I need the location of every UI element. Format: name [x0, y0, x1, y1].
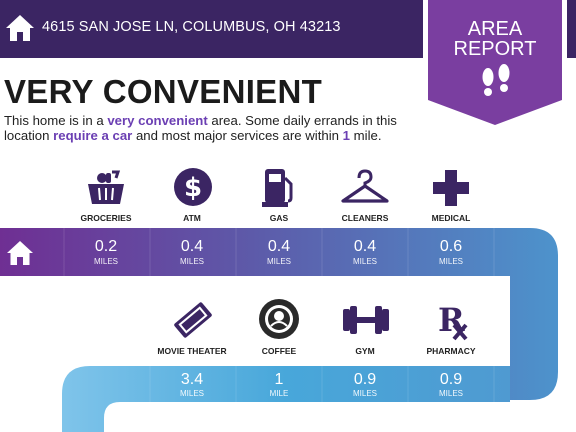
category-label-coffee: COFFEE — [261, 346, 297, 356]
convenience-headline: VERY CONVENIENT — [4, 73, 323, 110]
footprints-icon — [482, 64, 510, 96]
category-label-atm: ATM — [183, 213, 201, 223]
category-label-pharmacy: PHARMACY — [426, 346, 476, 356]
coffee-logo-icon — [259, 299, 299, 339]
distance-value-coffee: 1 — [274, 371, 284, 388]
rx-icon: R — [438, 301, 468, 341]
distance-unit-cleaners: MILES — [352, 257, 377, 266]
distance-value-medical: 0.6 — [439, 238, 463, 255]
distance-unit-gym: MILES — [352, 389, 377, 398]
distance-value-gym: 0.9 — [353, 371, 377, 388]
distance-value-atm: 0.4 — [180, 238, 204, 255]
category-label-cleaners: CLEANERS — [341, 213, 389, 223]
category-label-medical: MEDICAL — [431, 213, 471, 223]
category-label-movie-theater: MOVIE THEATER — [157, 346, 227, 356]
hanger-icon — [341, 169, 389, 203]
distance-unit-groceries: MILES — [93, 257, 118, 266]
distance-value-movie-theater: 3.4 — [180, 371, 204, 388]
svg-text:$: $ — [184, 173, 202, 203]
distance-unit-movie-theater: MILES — [179, 389, 204, 398]
area-report-badge — [423, 0, 567, 131]
home-icon — [6, 15, 34, 41]
address-text: 4615 SAN JOSE LN, COLUMBUS, OH 43213 — [42, 19, 341, 35]
band-home-icon — [7, 241, 33, 265]
distance-unit-coffee: MILE — [269, 389, 289, 398]
distance-unit-medical: MILES — [438, 257, 463, 266]
movie-ticket-icon — [174, 302, 212, 338]
dumbbell-icon — [343, 306, 389, 334]
distance-value-gas: 0.4 — [267, 238, 291, 255]
category-label-groceries: GROCERIES — [80, 213, 132, 223]
category-label-gas: GAS — [269, 213, 289, 223]
distance-value-groceries: 0.2 — [94, 238, 118, 255]
category-label-gym: GYM — [355, 346, 375, 356]
description-text: This home is in a very convenient area. … — [4, 113, 397, 143]
distance-unit-pharmacy: MILES — [438, 389, 463, 398]
badge-title-line1: AREA — [467, 18, 523, 40]
gas-pump-icon — [262, 169, 293, 207]
medical-cross-icon — [433, 170, 469, 206]
distance-unit-atm: MILES — [179, 257, 204, 266]
distance-unit-gas: MILES — [266, 257, 291, 266]
distance-value-pharmacy: 0.9 — [439, 371, 463, 388]
atm-dollar-icon: $ — [174, 168, 212, 206]
distance-value-cleaners: 0.4 — [353, 238, 377, 255]
badge-title-line2: REPORT — [453, 38, 537, 60]
groceries-basket-icon — [88, 170, 124, 204]
